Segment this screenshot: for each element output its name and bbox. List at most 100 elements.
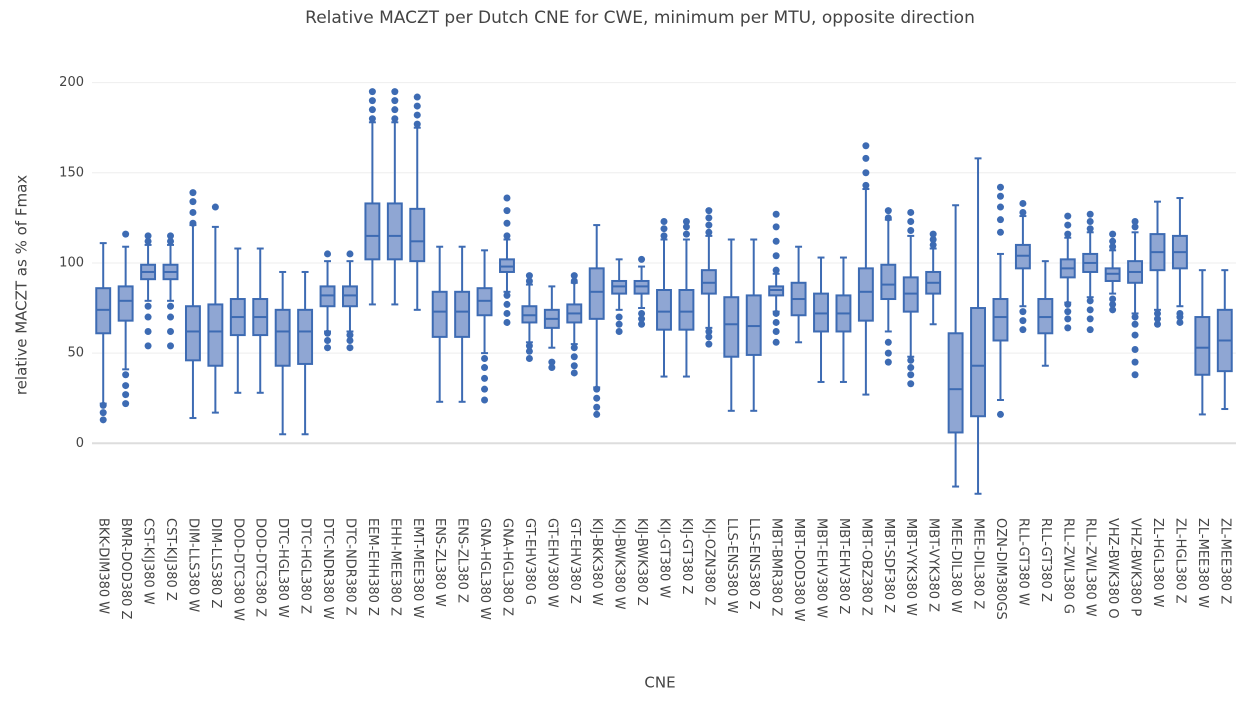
outlier [1064, 212, 1072, 220]
outlier [144, 313, 152, 321]
outlier [211, 203, 219, 211]
outlier [167, 237, 175, 245]
x-tick-label: RLL-GT380 W [1015, 518, 1030, 606]
outlier [503, 300, 511, 308]
box [1194, 316, 1211, 376]
outlier [593, 385, 601, 393]
outlier [772, 210, 780, 218]
outlier [907, 371, 915, 379]
outlier [1131, 331, 1139, 339]
outlier [907, 217, 915, 225]
outlier [884, 349, 892, 357]
outlier [660, 217, 668, 225]
outlier [705, 333, 713, 341]
outlier [1176, 318, 1184, 326]
outlier [772, 237, 780, 245]
outlier [1019, 308, 1027, 316]
outlier [1019, 199, 1027, 207]
outlier [1064, 315, 1072, 323]
outlier [99, 416, 107, 424]
outlier [1131, 223, 1139, 231]
box [431, 290, 448, 338]
outlier [862, 154, 870, 162]
outlier [1131, 313, 1139, 321]
x-tick-label: VHZ-BWK380 O [1105, 518, 1120, 619]
outlier [481, 355, 489, 363]
x-tick-label: DTC-HGL380 W [275, 518, 290, 618]
outlier [1176, 309, 1184, 317]
outlier [862, 169, 870, 177]
x-tick-label: LLS-ENS380 W [724, 518, 739, 614]
y-tick-label: 150 [59, 165, 84, 180]
outlier [772, 266, 780, 274]
box [297, 308, 314, 365]
outlier [570, 353, 578, 361]
box [184, 305, 201, 362]
outlier [1086, 315, 1094, 323]
outlier [548, 364, 556, 372]
outlier [996, 192, 1004, 200]
x-tick-label: DTC-HGL380 Z [298, 518, 313, 614]
x-tick-label: ZL-MEE380 Z [1217, 518, 1232, 604]
outlier [346, 331, 354, 339]
outlier [929, 230, 937, 238]
outlier [1086, 217, 1094, 225]
y-tick-label: 0 [76, 436, 84, 451]
outlier [503, 309, 511, 317]
outlier [503, 291, 511, 299]
x-tick-label: MBT-OBZ380 Z [858, 518, 873, 616]
outlier [1131, 346, 1139, 354]
x-axis-title: CNE [644, 674, 675, 692]
outlier [772, 327, 780, 335]
x-tick-label: DTC-NDR380 Z [342, 518, 357, 616]
box [364, 202, 381, 261]
x-tick-label: ENS-ZL380 Z [455, 518, 470, 603]
outlier [996, 203, 1004, 211]
x-tick-label: ZL-HGL380 W [1150, 518, 1165, 608]
x-tick-label: MBT-SDF380 Z [881, 518, 896, 613]
x-tick-label: GT-EHV380 W [544, 518, 559, 608]
y-axis-title: relative MACZT as % of Fmax [13, 175, 31, 395]
outlier [167, 313, 175, 321]
x-tick-label: MEE-DIL380 Z [971, 518, 986, 609]
outlier [570, 272, 578, 280]
box [274, 308, 291, 367]
outlier [1153, 315, 1161, 323]
outlier [324, 344, 332, 352]
x-tick-label: KIJ-GT380 W [657, 518, 672, 598]
x-tick-label: OZN-DIM380GS [993, 518, 1008, 620]
box [992, 298, 1009, 342]
outlier [1109, 237, 1117, 245]
outlier [996, 410, 1004, 418]
x-tick-label: KIJ-OZN380 Z [701, 518, 716, 606]
outlier [99, 401, 107, 409]
x-tick-label: MBT-EHV380 Z [836, 518, 851, 614]
outlier [638, 255, 646, 263]
outlier [907, 208, 915, 216]
outlier [570, 344, 578, 352]
x-tick-label: MBT-BMR380 Z [769, 518, 784, 616]
x-tick-label: EHH-MEE380 Z [387, 518, 402, 616]
outlier [368, 106, 376, 114]
y-tick-label: 50 [67, 346, 84, 361]
outlier [144, 232, 152, 240]
outlier [189, 189, 197, 197]
outlier [1064, 308, 1072, 316]
outlier [391, 115, 399, 123]
box [386, 202, 403, 261]
outlier [1019, 326, 1027, 334]
outlier [167, 232, 175, 240]
box [723, 296, 740, 358]
outlier [144, 302, 152, 310]
outlier [884, 358, 892, 366]
outlier [884, 214, 892, 222]
outlier [324, 250, 332, 258]
x-tick-label: KIJ-BWK380 Z [634, 518, 649, 606]
outlier [570, 362, 578, 370]
x-tick-label: MBT-VYK380 W [903, 518, 918, 616]
x-tick-label: DIM-LLS380 W [185, 518, 200, 612]
outlier [1109, 306, 1117, 314]
x-tick-label: KIJ-GT380 Z [679, 518, 694, 594]
box [857, 267, 874, 322]
outlier [705, 214, 713, 222]
